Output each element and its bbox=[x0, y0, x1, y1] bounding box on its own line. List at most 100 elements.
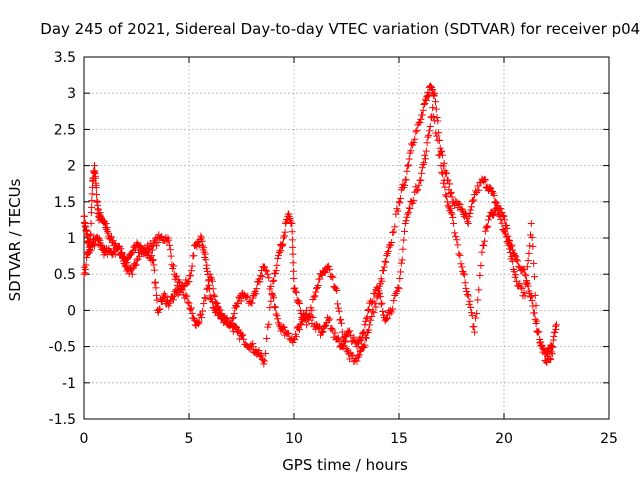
data-point-interp bbox=[81, 269, 89, 277]
y-axis: -1.5 -1 -0.5 0 0.5 1 1.5 2 2.5 3 3.5 bbox=[49, 50, 609, 428]
data-point-interp bbox=[280, 324, 288, 332]
data-point-interp bbox=[375, 287, 383, 295]
data-point-interp bbox=[201, 294, 209, 302]
data-point-interp bbox=[131, 245, 139, 253]
data-point-interp bbox=[123, 259, 131, 267]
data-point-interp bbox=[441, 183, 449, 191]
data-point-interp bbox=[195, 241, 203, 249]
data-point bbox=[422, 147, 430, 155]
data-point-interp bbox=[461, 279, 469, 287]
data-point-interp bbox=[397, 268, 405, 276]
data-point-interp bbox=[535, 328, 543, 336]
data-point-interp bbox=[517, 283, 525, 291]
data-point-interp bbox=[472, 314, 480, 322]
data-point-interp bbox=[132, 261, 140, 269]
data-point bbox=[464, 220, 472, 228]
data-point-interp bbox=[391, 223, 399, 231]
data-point-interp bbox=[326, 315, 334, 323]
data-point bbox=[240, 335, 248, 343]
data-point-interp bbox=[490, 191, 498, 199]
data-point-interp bbox=[379, 307, 387, 315]
data-point bbox=[443, 198, 451, 206]
data-point-interp bbox=[346, 327, 354, 335]
data-point-interp bbox=[523, 263, 531, 271]
data-point-interp bbox=[184, 298, 192, 306]
chart-title: Day 245 of 2021, Sidereal Day-to-day VTE… bbox=[40, 20, 640, 38]
data-point-interp bbox=[448, 210, 456, 218]
data-point-interp bbox=[358, 336, 366, 344]
data-point-interp bbox=[498, 219, 506, 227]
data-point-interp bbox=[166, 246, 174, 254]
data-point bbox=[248, 343, 256, 351]
y-tick-label: 0 bbox=[67, 303, 76, 319]
data-point-interp bbox=[281, 228, 289, 236]
data-point-interp bbox=[338, 319, 346, 327]
y-tick-label: 1.5 bbox=[54, 195, 76, 211]
data-point-interp bbox=[309, 313, 317, 321]
data-point-interp bbox=[314, 282, 322, 290]
data-point-interp bbox=[546, 355, 554, 363]
data-point-interp bbox=[516, 280, 524, 288]
data-point-interp bbox=[339, 343, 347, 351]
data-point-interp bbox=[406, 205, 414, 213]
data-point-interp bbox=[552, 325, 560, 333]
x-axis: 0 5 10 15 20 25 bbox=[80, 57, 618, 447]
data-point-interp bbox=[432, 129, 440, 137]
data-point-interp bbox=[279, 240, 287, 248]
data-point-interp bbox=[263, 267, 271, 275]
data-point-interp bbox=[201, 250, 209, 258]
data-point-interp bbox=[292, 333, 300, 341]
data-point-interp bbox=[464, 218, 472, 226]
data-point-interp bbox=[530, 309, 538, 317]
data-point-interp bbox=[340, 342, 348, 350]
data-point-interp bbox=[418, 169, 426, 177]
data-point-interp bbox=[83, 254, 91, 262]
data-point-interp bbox=[237, 297, 245, 305]
data-point-interp bbox=[361, 321, 369, 329]
data-point-interp bbox=[399, 180, 407, 188]
data-point-interp bbox=[531, 315, 539, 323]
data-point-interp bbox=[378, 277, 386, 285]
data-point-interp bbox=[423, 139, 431, 147]
data-point-interp bbox=[313, 285, 321, 293]
data-point-interp bbox=[136, 243, 144, 251]
data-point-interp bbox=[272, 310, 280, 318]
data-point bbox=[185, 299, 193, 307]
data-point-interp bbox=[415, 119, 423, 127]
y-tick-label: 2.5 bbox=[54, 122, 76, 138]
data-point-interp bbox=[335, 337, 343, 345]
data-point-interp bbox=[502, 233, 510, 241]
data-point-interp bbox=[328, 272, 336, 280]
data-point bbox=[97, 212, 105, 220]
data-point-interp bbox=[455, 199, 463, 207]
data-point bbox=[269, 277, 277, 285]
data-point-interp bbox=[167, 252, 175, 260]
data-point-interp bbox=[394, 284, 402, 292]
data-point-interp bbox=[533, 317, 541, 325]
data-point bbox=[553, 321, 560, 329]
data-point bbox=[429, 104, 437, 112]
data-point-interp bbox=[344, 346, 352, 354]
data-point-interp bbox=[80, 218, 88, 226]
data-point-interp bbox=[318, 271, 326, 279]
data-point-interp bbox=[548, 342, 556, 350]
data-point-interp bbox=[121, 260, 129, 268]
data-point-interp bbox=[355, 351, 363, 359]
data-point-interp bbox=[523, 278, 531, 286]
data-point bbox=[261, 357, 269, 365]
data-point-interp bbox=[190, 252, 198, 260]
data-point bbox=[359, 328, 367, 336]
data-point-interp bbox=[422, 155, 430, 163]
data-point bbox=[521, 292, 529, 300]
data-point-interp bbox=[316, 275, 324, 283]
data-point-interp bbox=[347, 331, 355, 339]
data-point-interp bbox=[104, 229, 112, 237]
data-point-interp bbox=[446, 180, 454, 188]
data-point bbox=[261, 263, 269, 271]
data-point-interp bbox=[481, 175, 489, 183]
data-point-interp bbox=[267, 282, 275, 290]
data-point-interp bbox=[87, 247, 95, 255]
data-point-interp bbox=[208, 294, 216, 302]
data-point-interp bbox=[274, 254, 282, 262]
data-point bbox=[395, 285, 403, 293]
